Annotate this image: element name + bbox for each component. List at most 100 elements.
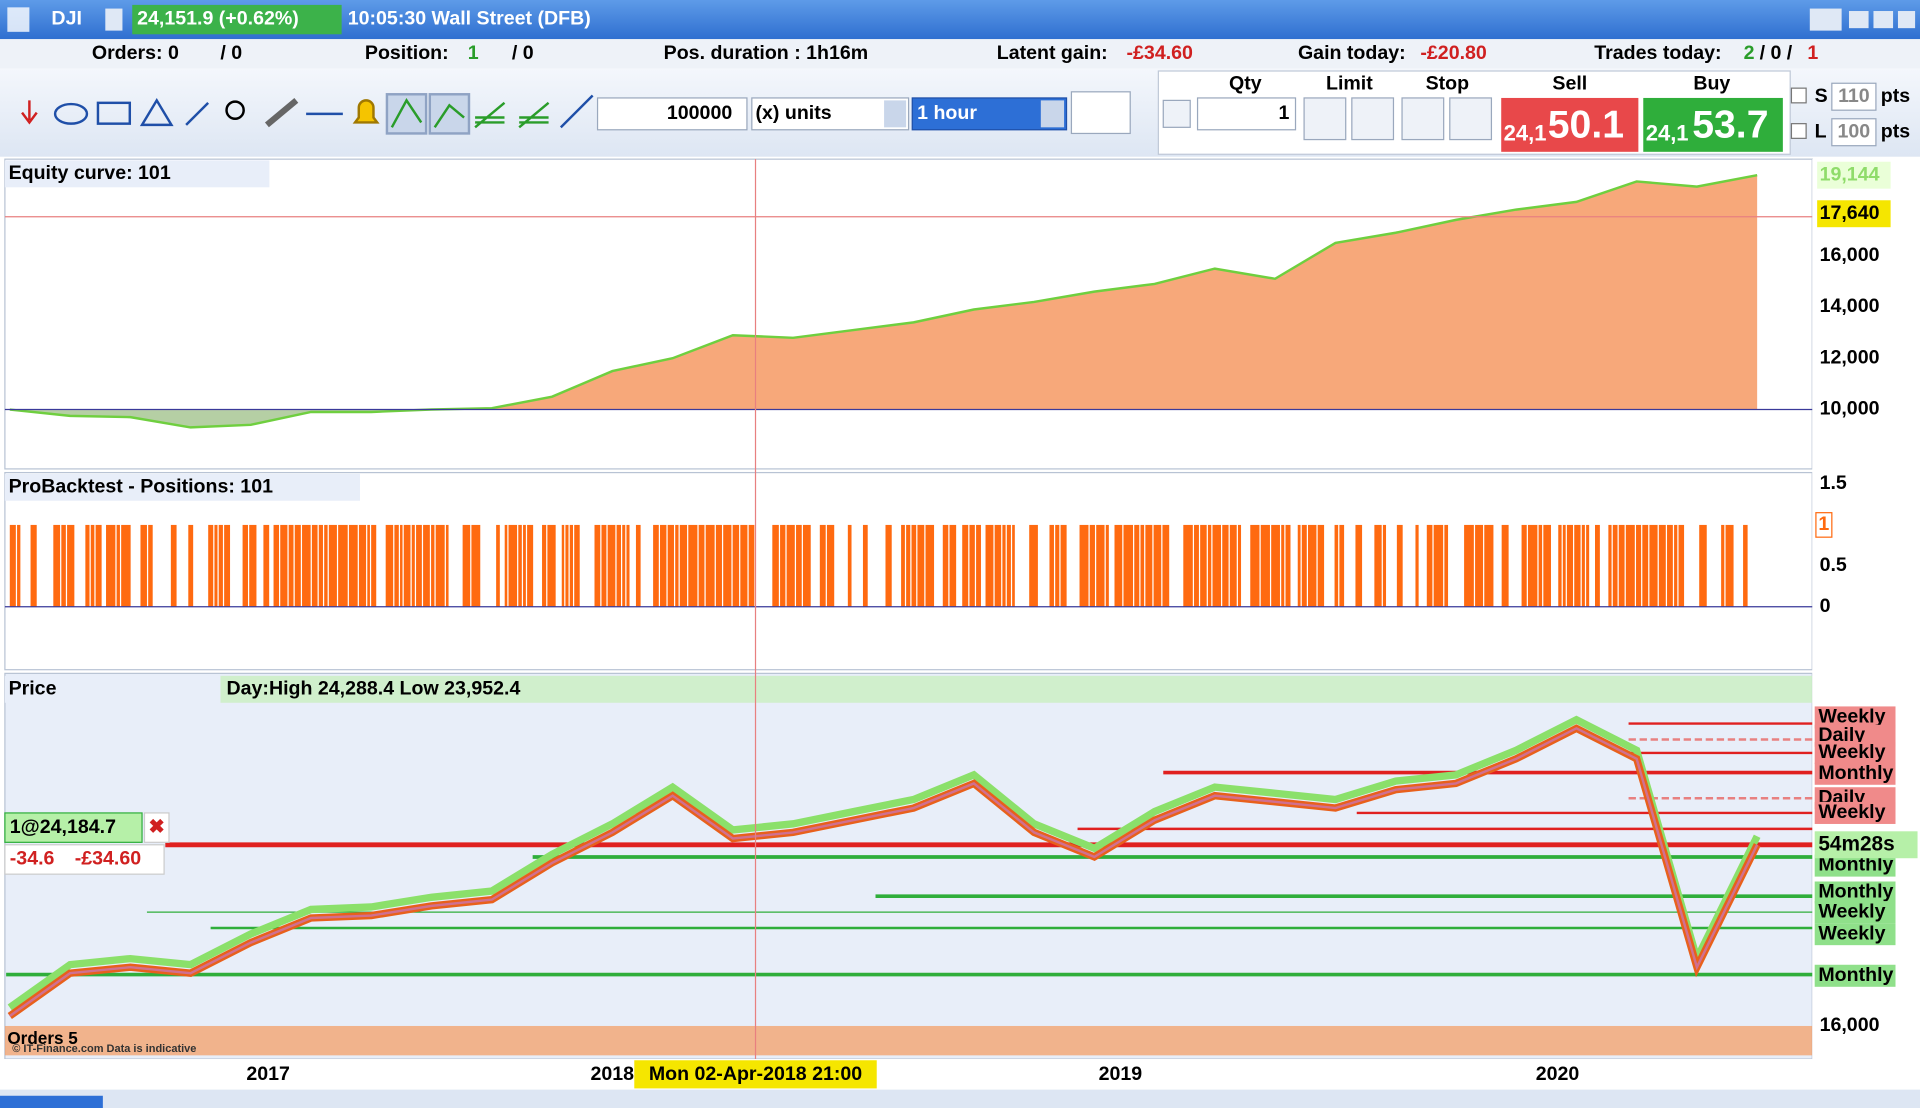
workspace-tab[interactable]	[0, 1095, 103, 1108]
position-bar	[1649, 524, 1658, 607]
l-input[interactable]	[1831, 118, 1877, 147]
position-bar	[1334, 524, 1339, 607]
position-bar	[994, 524, 1002, 607]
close-button[interactable]	[1897, 11, 1916, 29]
alert-tool[interactable]	[352, 99, 380, 124]
position-bar	[1566, 524, 1574, 607]
ruler-tool[interactable]	[264, 98, 299, 128]
line-tool[interactable]	[185, 101, 210, 126]
position-bar	[565, 524, 569, 607]
fan-tool[interactable]	[385, 93, 428, 135]
position-bar	[786, 524, 795, 607]
position-bar	[1200, 524, 1207, 607]
units-dropdown[interactable]	[884, 100, 907, 128]
zoom-tool[interactable]	[225, 100, 245, 120]
position-bar	[976, 524, 981, 607]
position-bar	[1049, 524, 1054, 607]
position-bar	[273, 524, 280, 607]
position-bar	[188, 524, 194, 607]
position-bar	[318, 524, 323, 607]
stop-sell-button[interactable]	[1401, 97, 1445, 141]
position-points: -34.6	[10, 848, 55, 870]
position-bar	[1484, 524, 1494, 607]
position-bar	[594, 524, 601, 607]
position-bar	[819, 524, 826, 607]
buy-big: 53.7	[1692, 104, 1768, 147]
position-bar	[527, 524, 534, 607]
position-bar	[607, 524, 616, 607]
s-checkbox[interactable]	[1790, 87, 1807, 104]
position-bar	[1415, 524, 1419, 607]
position-bar	[796, 524, 802, 607]
position-bar	[403, 524, 411, 607]
close-position-icon[interactable]: ✖	[149, 816, 165, 838]
position-bar	[561, 524, 565, 607]
limit-sell-button[interactable]	[1303, 97, 1347, 141]
fib-ext-tool[interactable]	[518, 101, 550, 129]
position-bar	[1444, 524, 1449, 607]
l-checkbox[interactable]	[1790, 123, 1807, 139]
position-bar	[263, 524, 270, 607]
position-bar	[1595, 524, 1600, 607]
equity-marker-label: 17,640	[1820, 202, 1880, 224]
positions-current: 1	[1818, 513, 1829, 535]
fib-tool[interactable]	[474, 101, 506, 129]
qty-input[interactable]	[1196, 97, 1297, 131]
info-icon[interactable]	[105, 8, 123, 31]
ellipse-tool[interactable]	[53, 102, 89, 125]
sell-small: 24,1	[1504, 120, 1547, 145]
position-bar	[367, 524, 370, 607]
equity-area-gain	[9, 175, 1758, 411]
limit-label: Limit	[1326, 73, 1373, 95]
settings-button[interactable]	[1162, 99, 1191, 128]
buy-label: Buy	[1693, 73, 1730, 95]
arrow-tool[interactable]	[21, 100, 38, 125]
position-bar	[1562, 524, 1566, 607]
stop-buy-button[interactable]	[1449, 97, 1493, 141]
position-bar	[1114, 524, 1123, 607]
sell-label: Sell	[1552, 73, 1587, 95]
position-bar	[85, 524, 90, 607]
symbol[interactable]: DJI	[51, 8, 81, 30]
timeframe-dropdown[interactable]	[1040, 100, 1065, 128]
units-select[interactable]	[751, 97, 910, 131]
position-bar	[1271, 524, 1280, 607]
position-bar	[901, 524, 905, 607]
indicator-button[interactable]	[1070, 91, 1131, 135]
restore-button[interactable]	[1873, 11, 1894, 29]
position-bar	[30, 524, 37, 607]
s-input[interactable]	[1831, 82, 1877, 111]
level-label-box	[1814, 741, 1896, 764]
position-bar	[214, 524, 218, 607]
position-bar	[688, 524, 698, 607]
position-bar	[328, 524, 337, 607]
position-bar	[224, 524, 231, 607]
position-bar	[371, 524, 377, 607]
position-bar	[723, 524, 732, 607]
close-position-button[interactable]	[143, 812, 170, 843]
status-bar	[0, 1089, 1920, 1108]
trend-tool[interactable]	[559, 94, 594, 129]
price-tick-label: 16,000	[1820, 1014, 1880, 1036]
positions-title-box	[4, 473, 361, 501]
position-bar	[1079, 524, 1089, 607]
triangle-tool[interactable]	[139, 98, 174, 127]
timeframe-select[interactable]	[911, 97, 1068, 131]
position-bar	[705, 524, 715, 607]
position-bar	[667, 524, 674, 607]
qty-value: 1	[1278, 102, 1289, 124]
equity-tick-label: 16,000	[1820, 244, 1880, 266]
time-axis-labels: 2017 2018 2019 2020	[246, 1063, 1579, 1085]
position-bar	[542, 524, 547, 607]
rect-tool[interactable]	[96, 101, 132, 125]
position-box[interactable]	[4, 812, 143, 843]
quantity-input[interactable]	[596, 97, 748, 131]
time-label: 2019	[1099, 1063, 1143, 1085]
limit-buy-button[interactable]	[1351, 97, 1395, 141]
keyboard-button[interactable]	[1809, 8, 1842, 31]
position-bar	[1743, 524, 1748, 607]
buy-button[interactable]	[1643, 97, 1783, 152]
minimize-button[interactable]	[1848, 11, 1869, 29]
day-strip	[220, 675, 1813, 703]
sell-button[interactable]	[1501, 97, 1639, 152]
